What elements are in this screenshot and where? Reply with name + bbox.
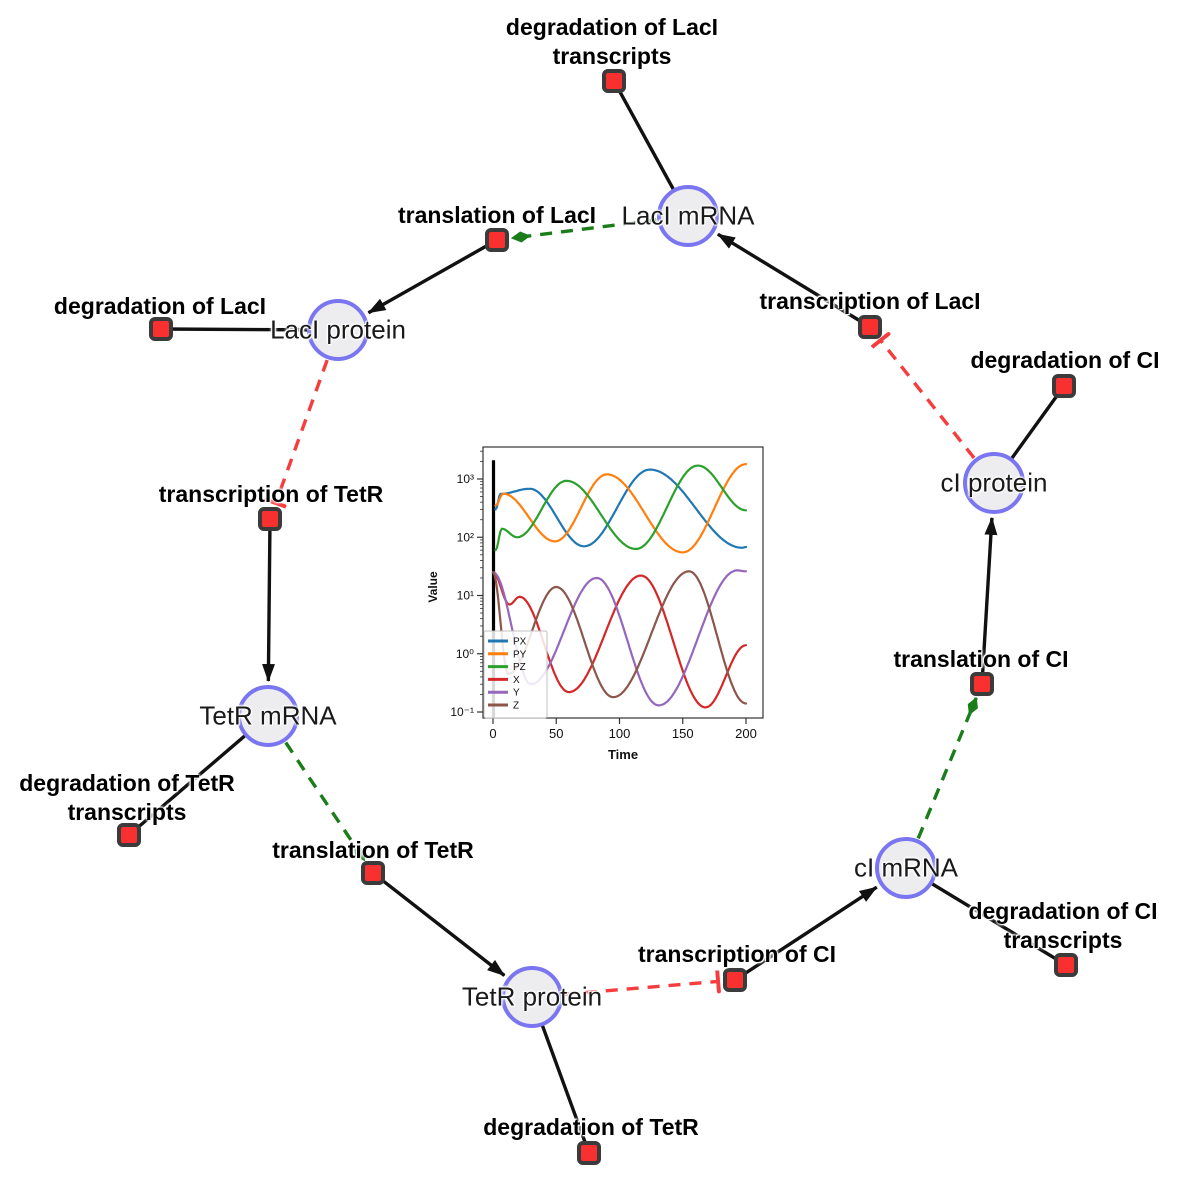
reaction-node-deg-lacI[interactable] [149,317,173,341]
y-tick-label: 10⁻¹ [450,705,474,719]
species-label-lacI-protein: LacI protein [270,314,406,345]
reaction-label-translation-lacI-line1: translation of LacI [397,202,597,228]
species-node-cI-mRNA[interactable] [875,837,937,899]
reaction-node-transcription-tetR[interactable] [258,507,282,531]
edge-inhibition-tetR-protein-transcription-cI[interactable] [563,981,718,997]
x-tick-label: 150 [672,726,694,741]
x-tick-label: 200 [735,726,757,741]
edge-inhibition-lacI-protein-transcription-tetR[interactable] [276,359,329,503]
x-axis-title: Time [608,747,638,762]
reaction-label-deg-tetR-transcripts-line2: transcripts [67,799,187,825]
species-label-tetR-mRNA: TetR mRNA [199,700,337,731]
y-tick-label: 10² [457,530,474,544]
species-node-cI-protein[interactable] [963,452,1025,514]
reaction-label-translation-cI-line1: translation of CI [893,646,1069,672]
y-tick-label: 10⁰ [456,647,474,661]
legend-label-PX: PX [513,637,527,648]
reaction-label-transcription-tetR-line1: transcription of TetR [158,481,384,507]
reaction-label-deg-cI-line1: degradation of CI [970,347,1160,373]
edge-production-tetR-mRNA-transcription-tetR[interactable] [262,518,276,683]
reaction-node-deg-cI-transcripts[interactable] [1054,953,1078,977]
reaction-node-transcription-lacI[interactable] [858,315,882,339]
x-tick-label: 50 [549,726,563,741]
y-tick-label: 10³ [457,472,474,486]
series-line-Z [491,570,748,705]
reaction-node-transcription-cI[interactable] [723,968,747,992]
reaction-label-deg-lacI-line1: degradation of LacI [53,293,267,319]
edge-production-cI-mRNA-transcription-cI[interactable] [734,885,878,982]
species-label-lacI-mRNA: LacI mRNA [621,200,755,231]
edge-inhibition-cI-protein-transcription-lacI[interactable] [881,340,976,460]
edge-production-lacI-protein-translation-lacI[interactable] [367,238,498,315]
species-node-tetR-mRNA[interactable] [237,685,299,747]
reaction-label-deg-cI-transcripts-line2: transcripts [1003,927,1123,953]
edge-plain-cI-mRNA-deg-cI-transcripts[interactable] [905,866,1067,967]
reaction-label-deg-lacI-transcripts-line1: degradation of LacI [505,14,719,40]
legend-label-PY: PY [513,649,527,660]
reaction-label-deg-lacI-transcripts-line2: transcripts [552,43,672,69]
species-label-cI-mRNA: cI mRNA [854,852,958,883]
edge-production-tetR-protein-translation-tetR[interactable] [371,871,506,977]
species-label-cI-protein: cI protein [940,467,1048,498]
y-axis-title: Value [426,571,440,603]
reaction-node-deg-tetR-transcripts[interactable] [117,823,141,847]
reaction-label-deg-tetR-line1: degradation of TetR [483,1114,699,1140]
legend-label-Z: Z [513,701,519,712]
reaction-node-translation-tetR[interactable] [361,861,385,885]
edge-catalysis-tetR-mRNA-translation-tetR[interactable] [284,741,367,862]
edge-catalysis-lacI-mRNA-translation-lacI[interactable] [510,218,657,243]
edge-production-lacI-mRNA-transcription-lacI[interactable] [716,232,871,329]
y-tick-label: 10¹ [457,589,474,603]
x-tick-label: 100 [609,726,631,741]
reaction-label-deg-tetR-transcripts-line1: degradation of TetR [19,770,235,796]
series-line-PY [494,463,748,554]
reaction-node-translation-cI[interactable] [970,672,994,696]
reaction-node-deg-tetR[interactable] [577,1141,601,1165]
legend-label-Y: Y [513,688,520,699]
edge-catalysis-cI-mRNA-translation-cI[interactable] [916,696,978,840]
species-node-tetR-protein[interactable] [501,966,563,1028]
species-node-lacI-protein[interactable] [307,299,369,361]
legend-label-PZ: PZ [513,662,526,673]
reaction-node-translation-lacI[interactable] [485,228,509,252]
edge-production-cI-protein-translation-cI[interactable] [980,516,998,685]
series-line-PX [494,468,748,549]
reaction-node-deg-lacI-transcripts[interactable] [602,69,626,93]
reaction-label-transcription-cI-line1: transcription of CI [637,941,837,967]
series-line-X [491,571,748,709]
x-tick-label: 0 [489,726,496,741]
species-node-lacI-mRNA[interactable] [657,185,719,247]
reaction-label-transcription-lacI-line1: transcription of LacI [759,288,981,314]
legend-label-X: X [513,675,520,686]
species-label-tetR-protein: TetR protein [461,981,603,1012]
series-line-PZ [494,464,748,552]
reaction-node-deg-cI[interactable] [1052,374,1076,398]
reaction-label-translation-tetR-line1: translation of TetR [272,837,474,863]
reaction-label-deg-cI-transcripts-line1: degradation of CI [968,898,1158,924]
